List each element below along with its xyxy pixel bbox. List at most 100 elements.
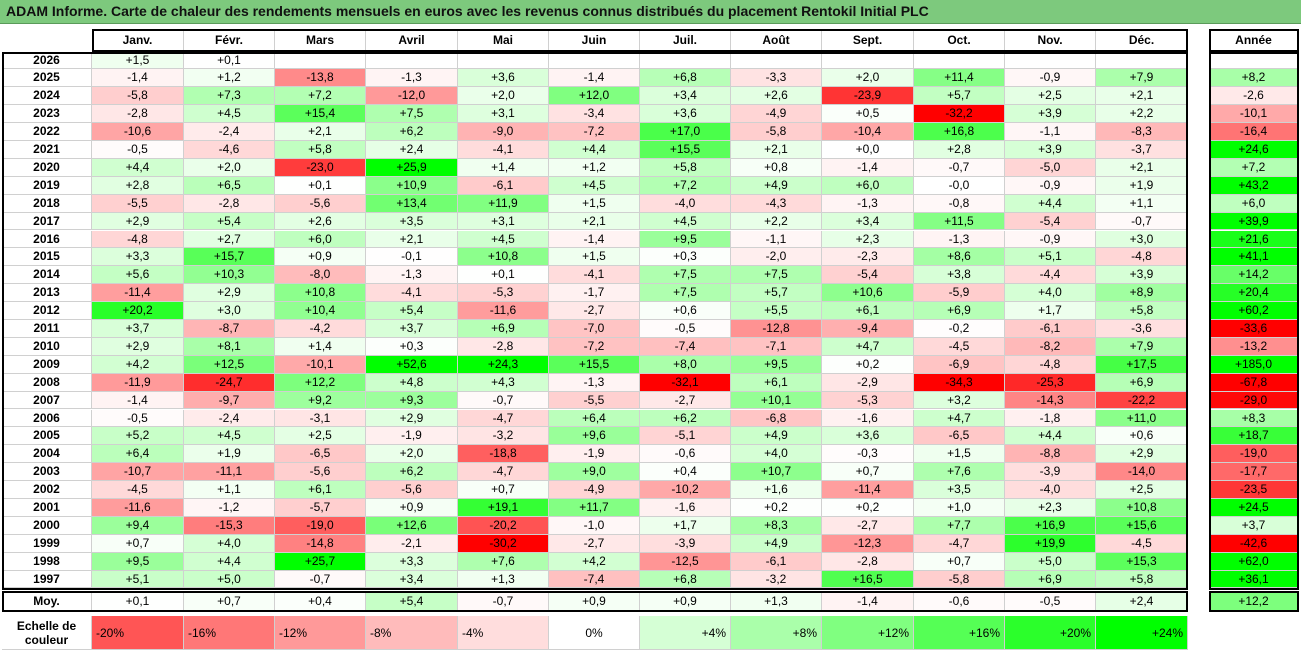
heatmap-cell: +6,0 (822, 176, 914, 195)
heatmap-cell: +2,1 (731, 141, 822, 159)
heatmap-cell: -1,9 (549, 445, 640, 464)
heatmap-cell: -5,6 (275, 463, 366, 482)
month-header: Janv. (92, 30, 184, 51)
heatmap-cell: +3,6 (822, 427, 914, 446)
year-label: 2024 (2, 87, 92, 106)
heatmap-cell: -14,3 (1005, 391, 1096, 410)
average-cell: +0,4 (275, 590, 366, 612)
average-cell: -0,5 (1005, 590, 1096, 612)
heatmap-cell: +9,6 (549, 427, 640, 446)
heatmap-cell (822, 51, 914, 70)
heatmap-cell: +0,6 (1096, 427, 1188, 446)
year-label: 2006 (2, 409, 92, 428)
heatmap-cell: -15,3 (184, 516, 275, 535)
heatmap-cell: -0,6 (640, 445, 731, 464)
heatmap-cell: +2,1 (549, 212, 640, 231)
heatmap-cell: +4,9 (731, 427, 822, 446)
heatmap-cell: +15,5 (549, 355, 640, 374)
heatmap-cell: -1,3 (366, 266, 458, 285)
heatmap-cell: +7,5 (366, 105, 458, 124)
heatmap-cell: +5,2 (92, 427, 184, 446)
heatmap-cell: +6,1 (731, 373, 822, 392)
heatmap-cell: +3,4 (366, 570, 458, 589)
month-header: Juil. (640, 30, 731, 51)
heatmap-cell: -1,3 (549, 373, 640, 392)
heatmap-cell: +6,5 (184, 176, 275, 195)
year-label: 2008 (2, 373, 92, 392)
title-bar: ADAM Informe. Carte de chaleur des rende… (0, 0, 1301, 24)
heatmap-cell: -23,9 (822, 87, 914, 106)
heatmap-cell: -23,0 (275, 158, 366, 177)
heatmap-cell: +3,3 (92, 248, 184, 267)
heatmap-cell: -4,1 (549, 266, 640, 285)
heatmap-cell: -2,7 (549, 534, 640, 553)
heatmap-cell: +0,1 (275, 176, 366, 195)
heatmap-cell: -8,7 (184, 320, 275, 338)
heatmap-cell: +3,2 (914, 391, 1005, 410)
heatmap-cell: +4,7 (914, 409, 1005, 428)
heatmap-cell: -3,9 (640, 534, 731, 553)
heatmap-cell: -2,1 (366, 534, 458, 553)
heatmap-cell: +4,4 (184, 552, 275, 571)
annual-cell: +62,0 (1209, 552, 1299, 571)
heatmap-cell: +3,4 (640, 87, 731, 106)
annual-cell: -10,1 (1209, 105, 1299, 124)
heatmap-cell: +6,9 (914, 302, 1005, 320)
heatmap-cell: +9,2 (275, 391, 366, 410)
heatmap-cell: -11,6 (92, 499, 184, 517)
heatmap-cell: -22,2 (1096, 391, 1188, 410)
heatmap-cell: +0,7 (458, 481, 549, 499)
heatmap-cell: +2,9 (1096, 445, 1188, 464)
heatmap-cell: -2,7 (822, 516, 914, 535)
heatmap-cell: +6,4 (549, 409, 640, 428)
heatmap-cell: -11,4 (822, 481, 914, 499)
heatmap-cell: -20,2 (458, 516, 549, 535)
heatmap-cell: +4,4 (92, 158, 184, 177)
heatmap-cell: +15,3 (1096, 552, 1188, 571)
heatmap-cell: -1,3 (366, 69, 458, 88)
heatmap-cell: -2,4 (184, 123, 275, 141)
annual-cell: +185,0 (1209, 355, 1299, 374)
heatmap-cell: +4,8 (366, 373, 458, 392)
heatmap-cell: -0,8 (914, 194, 1005, 213)
heatmap-cell: +10,7 (731, 463, 822, 482)
heatmap-cell: +7,9 (1096, 337, 1188, 356)
year-label: 2016 (2, 230, 92, 249)
heatmap-cell: +5,1 (1005, 248, 1096, 267)
heatmap-cell: -1,3 (914, 230, 1005, 249)
heatmap-cell: -0,5 (92, 409, 184, 428)
heatmap-cell: +5,8 (640, 158, 731, 177)
heatmap-cell: -1,8 (1005, 409, 1096, 428)
scale-swatch: +12% (822, 616, 914, 650)
heatmap-cell: +25,7 (275, 552, 366, 571)
year-label: 2001 (2, 499, 92, 517)
heatmap-cell: +17,5 (1096, 355, 1188, 374)
annual-cell: -16,4 (1209, 123, 1299, 141)
year-label: 2013 (2, 284, 92, 303)
heatmap-cell: -5,8 (92, 87, 184, 106)
heatmap-cell: -14,8 (275, 534, 366, 553)
heatmap-cell: -1,4 (92, 69, 184, 88)
heatmap-cell (731, 51, 822, 70)
heatmap-cell: +7,2 (275, 87, 366, 106)
heatmap-cell: +4,4 (1005, 427, 1096, 446)
heatmap-cell: +2,3 (822, 230, 914, 249)
heatmap-cell: -1,4 (92, 391, 184, 410)
heatmap-cell: +0,8 (731, 158, 822, 177)
average-cell: -1,4 (822, 590, 914, 612)
scale-swatch: -16% (184, 616, 275, 650)
heatmap-cell: -0,9 (1005, 230, 1096, 249)
year-label: 2020 (2, 158, 92, 177)
heatmap-cell: +6,0 (275, 230, 366, 249)
heatmap-cell: -32,2 (914, 105, 1005, 124)
heatmap-cell: +10,1 (731, 391, 822, 410)
heatmap-cell: +5,8 (275, 141, 366, 159)
annual-cell: +43,2 (1209, 176, 1299, 195)
year-label: 2009 (2, 355, 92, 374)
heatmap-cell: -4,0 (1005, 481, 1096, 499)
heatmap-cell: +1,9 (184, 445, 275, 464)
heatmap-cell: +7,7 (914, 516, 1005, 535)
heatmap-cell: -4,5 (914, 337, 1005, 356)
heatmap-cell: -5,9 (914, 284, 1005, 303)
heatmap-cell: +10,4 (275, 302, 366, 320)
